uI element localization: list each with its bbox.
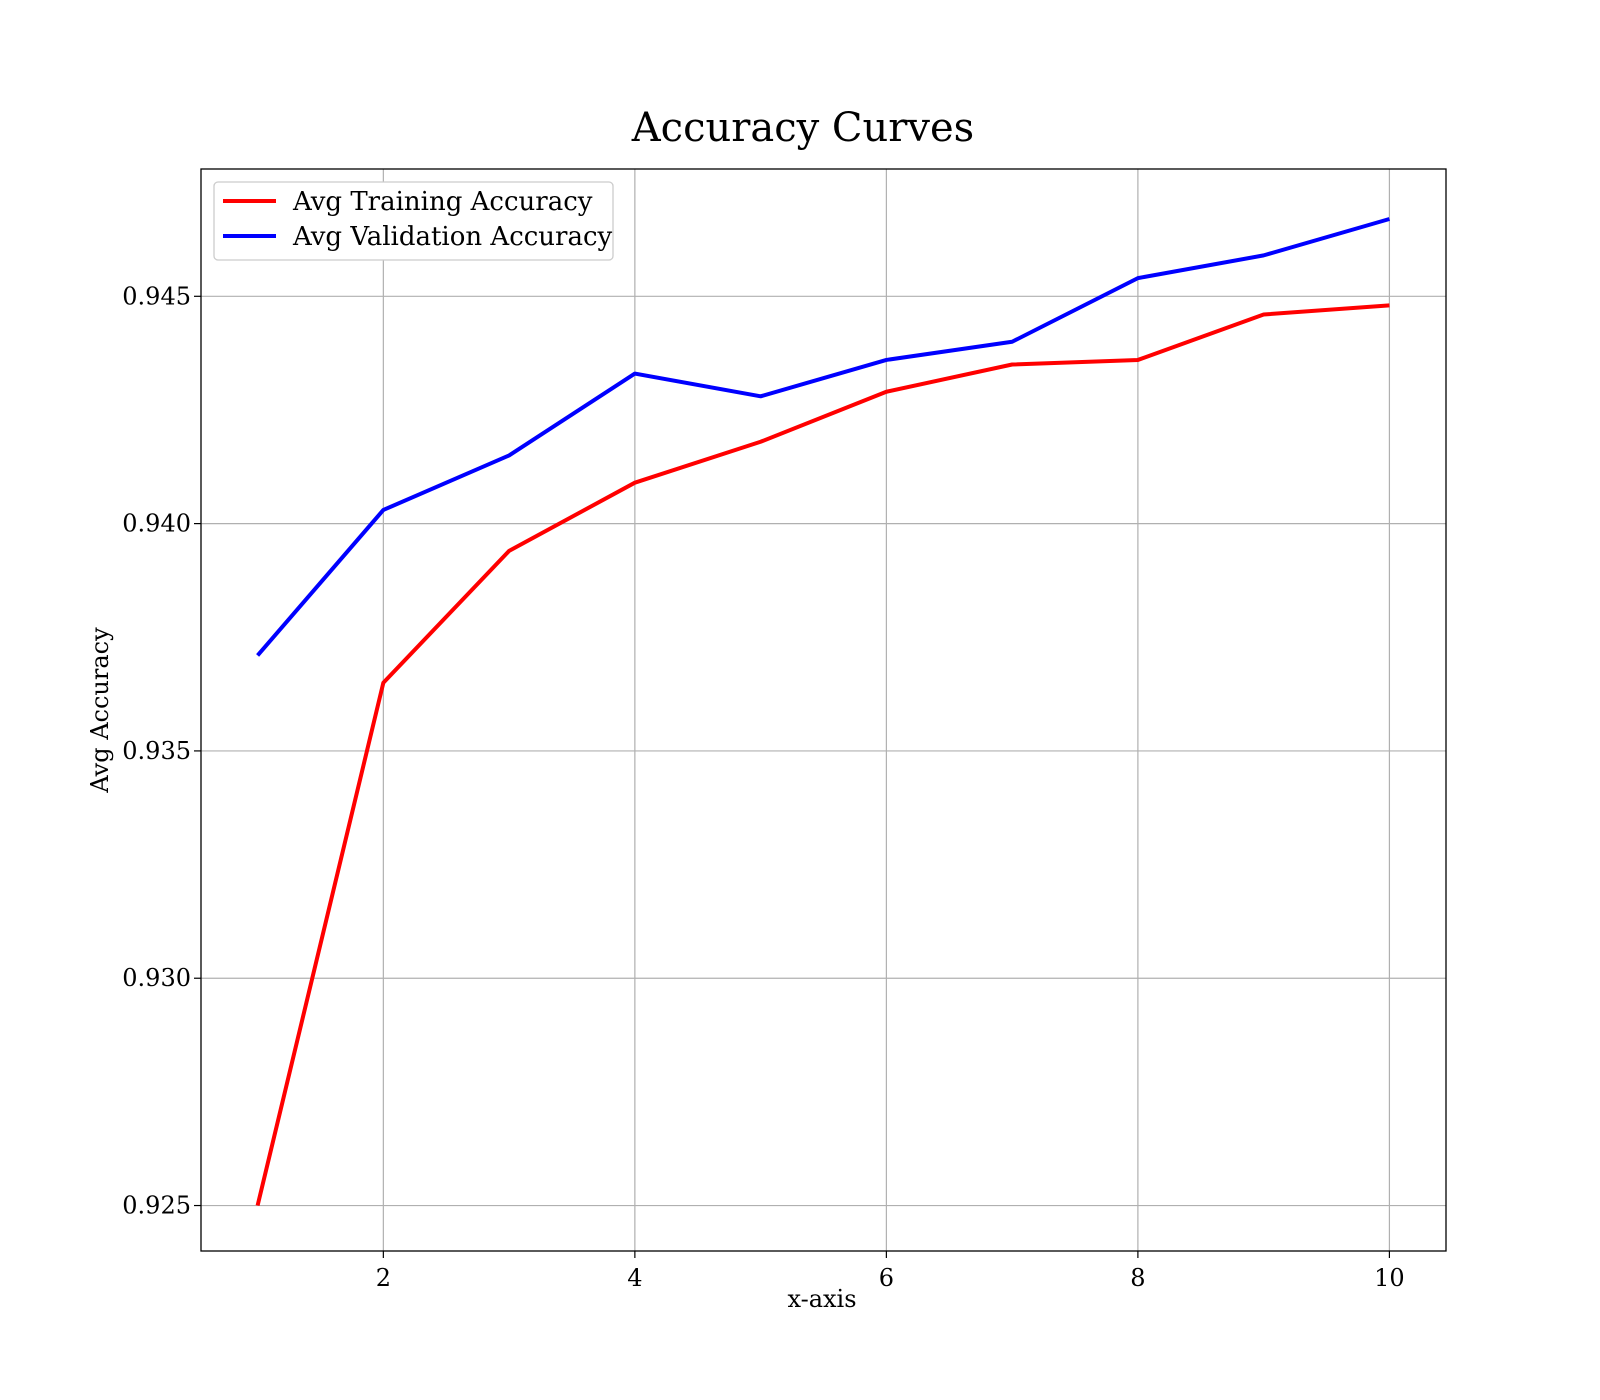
series-lines xyxy=(255,217,1390,1207)
y-axis-label: Avg Accuracy xyxy=(86,627,114,794)
series-line-validation xyxy=(256,217,1390,657)
x-tick-label: 10 xyxy=(1374,1264,1405,1292)
legend-box xyxy=(213,181,614,261)
x-tick-label: 8 xyxy=(1130,1264,1145,1292)
y-tick-label: 0.945 xyxy=(122,282,191,310)
axis-ticks: 2 4 6 8 10 0.925 0.930 0.935 0.940 0.945 xyxy=(122,282,1404,1292)
legend-label-validation: Avg Validation Accuracy xyxy=(292,222,613,252)
y-tick-label: 0.940 xyxy=(122,510,191,538)
y-tick-label: 0.935 xyxy=(122,737,191,765)
plot-area-frame xyxy=(200,168,1447,1252)
x-tick-label: 4 xyxy=(627,1264,642,1292)
legend: Avg Training Accuracy Avg Validation Acc… xyxy=(213,181,614,261)
x-tick-label: 2 xyxy=(376,1264,391,1292)
chart-title: Accuracy Curves xyxy=(631,105,974,151)
y-tick-label: 0.930 xyxy=(122,964,191,992)
series-line-training xyxy=(255,303,1390,1207)
grid-lines xyxy=(201,169,1446,1251)
legend-label-training: Avg Training Accuracy xyxy=(292,187,593,217)
x-axis-label: x-axis xyxy=(787,1285,856,1313)
x-tick-label: 6 xyxy=(879,1264,894,1292)
y-tick-label: 0.925 xyxy=(122,1192,191,1220)
